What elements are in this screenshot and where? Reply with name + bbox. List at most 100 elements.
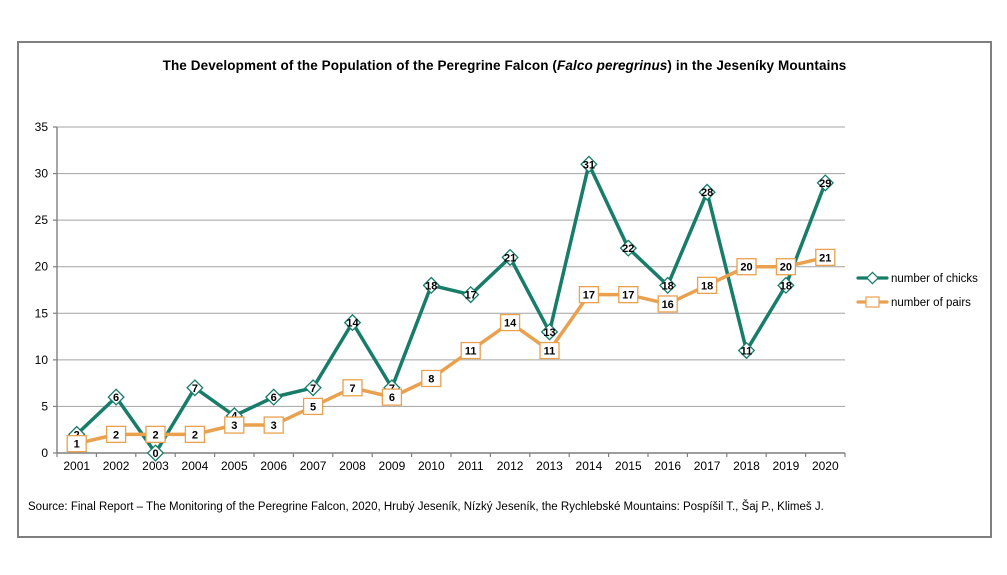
data-label: 22 [622,243,634,255]
data-label: 5 [310,401,316,413]
data-label: 21 [504,252,516,264]
data-label: 13 [543,327,555,339]
x-tick-label: 2001 [63,459,90,473]
data-label: 28 [701,187,713,199]
square-marker [302,397,324,416]
data-label: 17 [583,290,595,302]
data-label: 18 [425,280,437,292]
data-label: 7 [349,383,355,395]
chart-frame: The Development of the Population of the… [17,41,992,538]
data-label: 17 [622,290,634,302]
diamond-marker [501,248,519,267]
data-label: 16 [662,299,674,311]
diamond-marker [777,276,795,295]
data-label: 3 [271,420,277,432]
x-tick-label: 2002 [103,459,130,473]
data-label: 17 [465,290,477,302]
diamond-marker [737,341,756,360]
data-label: 6 [389,392,395,404]
chart-title-species: Falco peregrinus [557,58,668,73]
x-tick-label: 2019 [773,459,800,473]
x-tick-label: 2013 [536,459,563,473]
square-marker [775,258,797,276]
x-tick-label: 2004 [182,459,209,473]
data-label: 21 [819,252,831,264]
square-marker [578,286,600,304]
data-label: 11 [544,346,556,358]
x-tick-label: 2016 [654,459,681,473]
data-label: 6 [113,392,119,404]
y-tick-label: 20 [35,260,49,274]
legend-diamond-marker [865,271,880,285]
data-label: 7 [310,383,316,395]
diamond-marker [107,388,125,406]
x-tick-label: 2007 [300,459,327,473]
y-tick-label: 0 [41,446,48,460]
x-tick-label: 2020 [812,459,839,473]
data-label: 7 [192,383,198,395]
diamond-marker [580,155,598,173]
y-tick-label: 5 [41,399,48,413]
source-citation: Source: Final Report – The Monitoring of… [28,501,824,513]
data-label: 11 [741,346,753,358]
diamond-marker [265,388,283,406]
data-label: 31 [583,159,595,171]
square-marker [145,425,166,444]
square-marker [66,435,87,453]
square-marker [224,416,245,434]
diamond-marker [659,276,677,295]
square-marker [421,369,442,388]
square-marker [696,276,718,294]
y-tick-label: 30 [35,167,49,181]
x-tick-label: 2003 [142,459,169,473]
square-marker [460,341,481,360]
data-label: 2 [192,429,198,441]
square-marker [342,379,363,397]
y-tick-label: 35 [35,120,49,134]
x-tick-label: 2015 [615,459,642,473]
data-label: 2 [152,429,158,441]
data-label: 6 [271,392,277,404]
square-marker [539,341,560,360]
data-label: 18 [701,280,713,292]
chart-title-prefix: The Development of the Population of the… [162,58,558,73]
x-tick-label: 2005 [221,459,248,473]
square-marker [499,313,521,332]
x-tick-label: 2010 [418,459,445,473]
diamond-marker [462,285,480,304]
legend-label: number of chicks [891,273,978,285]
series-line-number-of-chicks [74,162,828,455]
data-label: 14 [504,318,517,330]
x-tick-label: 2006 [260,459,287,473]
data-label: 29 [819,178,831,190]
data-label: 8 [428,373,434,385]
diamond-marker [343,313,362,332]
square-marker [381,388,403,406]
x-tick-label: 2011 [458,459,484,473]
diamond-marker [146,444,165,462]
legend-label: number of pairs [891,297,971,309]
x-tick-label: 2008 [339,459,366,473]
data-label: 14 [346,318,359,330]
data-label: 20 [780,262,792,274]
x-tick-label: 2017 [694,459,721,473]
square-marker [105,425,127,444]
diamond-marker [304,379,322,397]
data-label: 11 [465,346,477,358]
square-marker [263,416,284,434]
diamond-marker [698,183,716,201]
square-marker [736,258,757,276]
y-tick-label: 25 [35,213,49,227]
square-marker [184,425,206,444]
legend-square-marker [865,296,880,308]
square-marker [815,248,836,267]
diamond-marker [619,239,637,257]
chart-title: The Development of the Population of the… [19,58,990,73]
data-label: 1 [74,439,80,451]
x-tick-label: 2018 [733,459,760,473]
data-label: 18 [780,280,792,292]
square-marker [657,295,678,313]
data-label: 2 [113,429,119,441]
